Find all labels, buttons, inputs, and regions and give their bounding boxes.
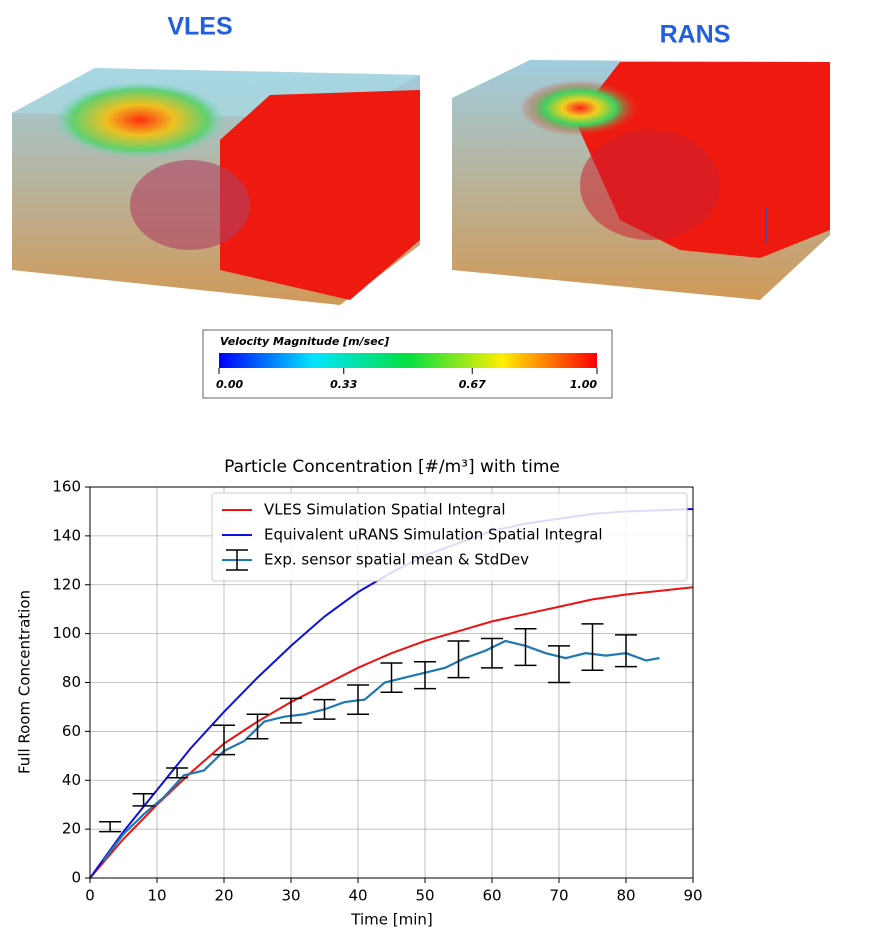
y-tick-label: 80 xyxy=(62,673,81,691)
image-label: VLES xyxy=(167,13,232,41)
legend-label: Exp. sensor spatial mean & StdDev xyxy=(264,551,529,569)
error-bar xyxy=(132,792,155,807)
x-tick-label: 30 xyxy=(281,887,300,905)
error-bar xyxy=(213,724,235,756)
error-bar xyxy=(313,698,336,720)
x-tick-label: 40 xyxy=(348,887,367,905)
y-tick-label: 20 xyxy=(62,820,81,838)
y-tick-label: 160 xyxy=(52,478,81,496)
legend-label: VLES Simulation Spatial Integral xyxy=(264,501,506,519)
error-bar xyxy=(548,645,570,684)
colorbar-tick-label: 1.00 xyxy=(570,378,597,391)
legend-frame xyxy=(211,492,688,582)
series-line xyxy=(102,639,660,862)
rans-render xyxy=(452,60,830,300)
x-tick-label: 50 xyxy=(415,887,434,905)
y-tick-label: 120 xyxy=(52,575,81,593)
error-bar xyxy=(615,634,637,668)
series-line xyxy=(89,586,694,879)
error-bar xyxy=(481,637,503,669)
y-tick-label: 40 xyxy=(62,771,81,789)
colorbar-tick-label: 0.00 xyxy=(216,378,243,391)
x-tick-label: 0 xyxy=(85,887,95,905)
colorbar xyxy=(219,353,597,368)
y-axis-label: Full Room Concentration xyxy=(16,590,34,774)
x-tick-label: 20 xyxy=(214,887,233,905)
error-bar xyxy=(380,662,403,694)
y-tick-label: 100 xyxy=(52,624,81,642)
y-tick-label: 140 xyxy=(52,526,81,544)
vles-render xyxy=(12,68,420,305)
colorbar-tick-label: 0.33 xyxy=(330,378,357,391)
x-tick-label: 90 xyxy=(683,887,702,905)
error-bar xyxy=(514,627,537,667)
y-tick-label: 60 xyxy=(62,722,81,740)
error-bar xyxy=(166,767,189,779)
error-bar xyxy=(99,821,122,833)
chart-title: Particle Concentration [#/m³] with time xyxy=(224,457,560,477)
legend-label: Equivalent uRANS Simulation Spatial Inte… xyxy=(264,526,603,544)
x-tick-label: 80 xyxy=(616,887,635,905)
x-tick-label: 70 xyxy=(549,887,568,905)
x-tick-label: 10 xyxy=(147,887,166,905)
error-bar xyxy=(447,640,470,679)
legend-error-icon xyxy=(226,549,248,571)
colorbar-title: Velocity Magnitude [m/sec] xyxy=(220,335,389,348)
error-bar xyxy=(246,713,269,740)
error-bar xyxy=(581,623,604,672)
x-tick-label: 60 xyxy=(482,887,501,905)
error-bar xyxy=(347,684,369,716)
error-bar xyxy=(280,697,302,724)
colorbar-tick-label: 0.67 xyxy=(459,378,486,391)
error-bar xyxy=(414,660,436,690)
y-tick-label: 0 xyxy=(71,869,81,887)
plot-frame xyxy=(89,486,694,879)
image-label: RANS xyxy=(660,21,731,49)
x-axis-label: Time [min] xyxy=(350,911,432,929)
